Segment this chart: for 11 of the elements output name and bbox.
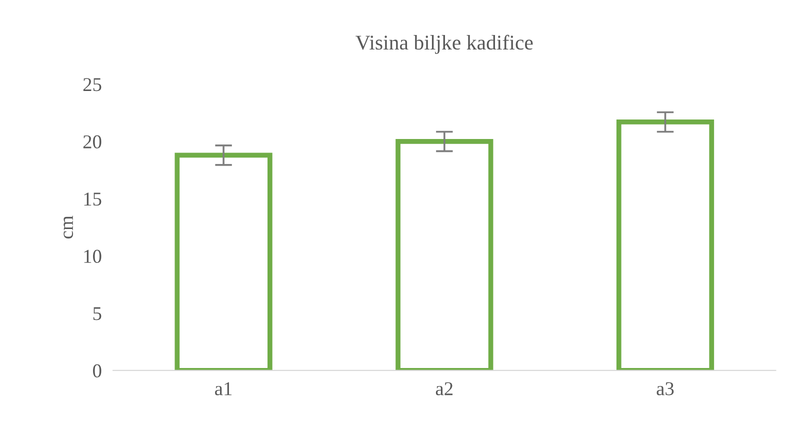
x-tick-label: a3 xyxy=(656,382,674,396)
y-tick-label: 25 xyxy=(83,78,102,92)
x-tick-label: a2 xyxy=(436,382,453,396)
y-axis-title: cm xyxy=(64,216,74,238)
y-tick-label: 5 xyxy=(93,307,102,320)
y-tick-label: 20 xyxy=(83,135,102,148)
y-tick-label: 10 xyxy=(84,250,102,263)
chart-title: Visina biljke kadifice xyxy=(356,34,533,54)
x-tick-label: a1 xyxy=(215,382,232,396)
y-tick-label: 0 xyxy=(93,364,102,378)
y-tick-label: 15 xyxy=(84,192,102,206)
